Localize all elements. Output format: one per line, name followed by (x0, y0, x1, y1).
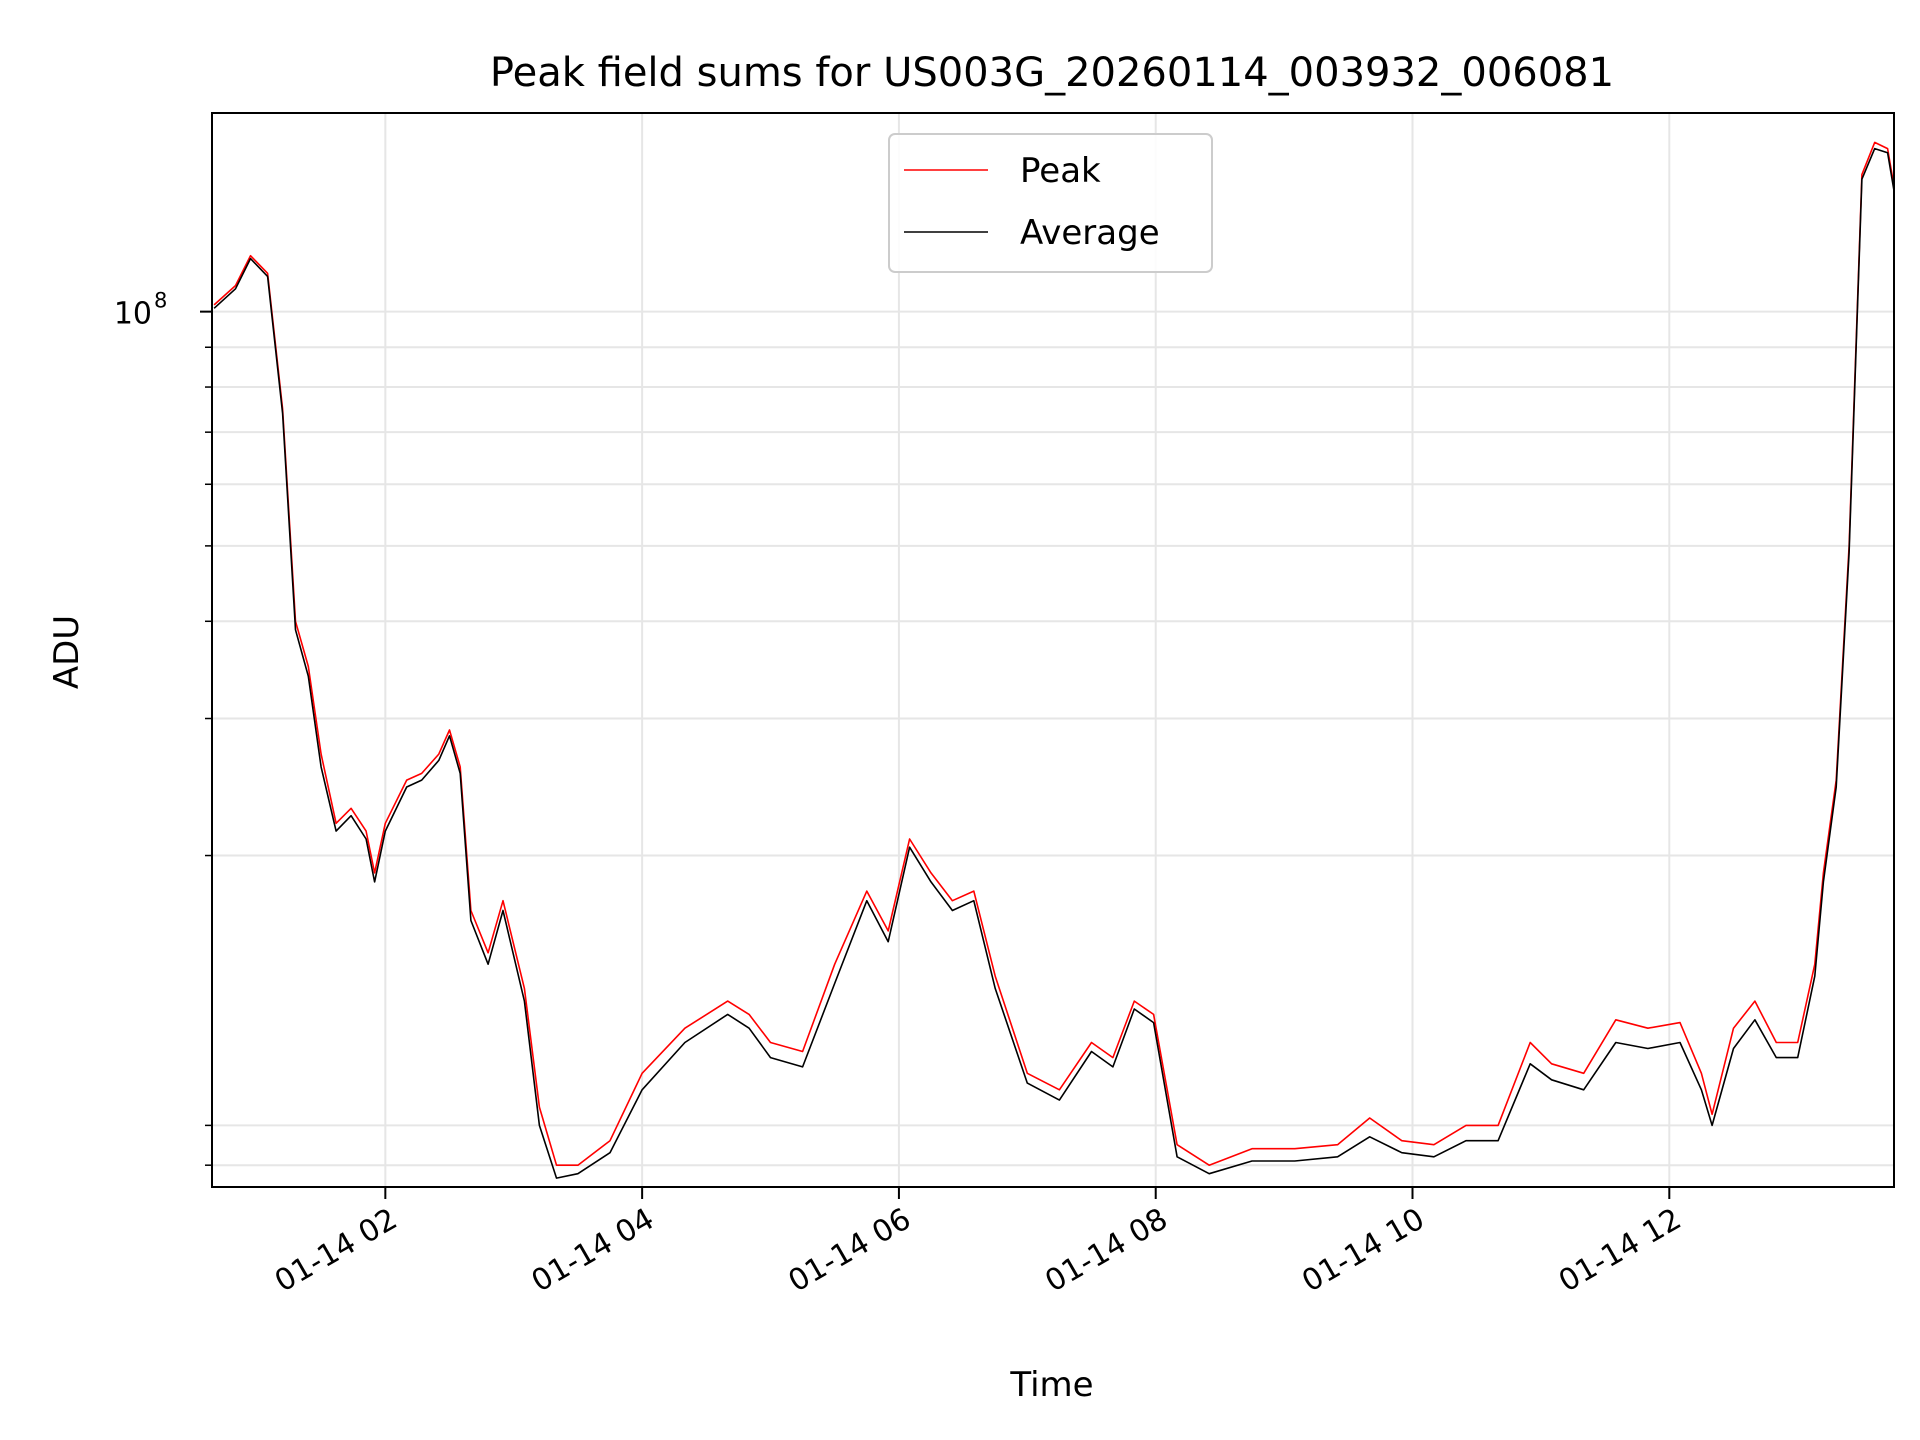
chart-title: Peak field sums for US003G_20260114_0039… (490, 50, 1614, 96)
grid (212, 113, 1894, 1187)
legend-label-peak: Peak (1020, 151, 1101, 191)
y-tick-labels: 10 8 (114, 289, 168, 332)
series-layer (213, 141, 1895, 1179)
ticks (200, 310, 1671, 1199)
y-axis-label: ADU (47, 615, 87, 689)
plot-frame (211, 112, 1895, 1188)
legend-box (888, 133, 1213, 273)
x-axis-label: Time (1009, 1365, 1093, 1405)
y-tick-label-exponent: 8 (154, 289, 167, 313)
series-line-peak (213, 141, 1895, 1166)
legend: Peak Average (888, 133, 1213, 273)
series-line-average (213, 147, 1895, 1179)
legend-label-average: Average (1020, 213, 1160, 253)
y-tick-label: 10 (114, 297, 152, 332)
